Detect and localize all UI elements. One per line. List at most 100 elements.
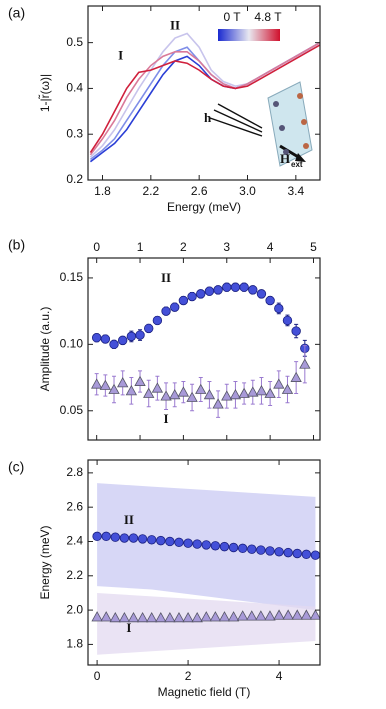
triangle-marker [91,611,103,622]
triangle-marker [273,378,285,389]
y-tick-label: 2.4 [66,534,83,548]
plot-area [89,32,320,163]
circle-marker [222,282,232,292]
triangle-marker [246,610,258,621]
circle-marker [156,535,166,546]
x-tick-label: 2.6 [191,184,208,198]
triangle-marker [164,612,176,623]
y-tick-label: 2.6 [66,499,83,513]
triangle-marker [291,609,303,620]
inset-spin [283,149,289,155]
peak-annotation: I [126,620,131,635]
colorbar [218,29,280,41]
circle-marker [210,541,221,551]
peak-annotation: I [164,411,169,426]
y-axis-label: Amplitude (a.u.) [38,307,52,392]
triangle-marker [109,612,121,623]
plot-area [91,483,320,655]
y-tick-label: 0.4 [66,81,83,95]
triangle-marker [200,611,212,622]
circle-marker [137,534,148,544]
triangle-marker [255,610,267,621]
triangle-marker [99,379,112,390]
circle-marker [228,542,239,553]
y-axis-label: Energy (meV) [38,525,52,599]
circle-marker [201,540,211,550]
circle-marker [219,541,230,552]
circle-marker [248,285,258,295]
triangle-marker [160,390,172,401]
triangle-marker [212,398,224,409]
circle-marker [256,545,266,555]
panel-label: (a) [8,5,25,21]
triangle-marker [155,612,167,623]
peak-annotation: I [118,47,123,62]
triangle-marker [117,377,129,388]
inset-spin [279,125,285,131]
circle-marker [230,282,241,292]
y-tick-label: 2.2 [66,568,83,582]
circle-marker [109,339,119,350]
peak-annotation: II [124,512,134,527]
circle-marker [301,549,312,560]
x-tick-label: 3 [223,240,230,254]
inset-arrowhead [295,153,306,162]
inset-spin [297,93,303,99]
circle-marker [265,546,275,556]
circle-marker [265,295,275,306]
circle-marker [239,282,249,292]
y-tick-label: 1.8 [66,637,83,651]
peak-annotation: II [170,18,180,33]
circle-marker [283,547,293,558]
y-tick-label: 0.05 [60,403,84,417]
x-axis-label: Magnetic field (T) [158,685,251,699]
circle-marker [144,323,154,334]
circle-marker [183,538,193,548]
triangle-marker [127,612,140,623]
circle-marker [237,543,248,554]
x-tick-label: 1 [137,240,144,254]
plot-frame [87,459,321,666]
triangle-marker [309,609,320,620]
triangle-marker [182,612,194,623]
triangle-marker [173,612,185,623]
triangle-marker [118,612,131,623]
triangle-marker [255,385,268,396]
triangle-marker [227,611,240,622]
circle-marker [282,315,293,326]
triangle-marker [236,610,249,621]
circle-marker [117,335,128,346]
x-tick-label: 0 [93,240,100,254]
circle-marker [135,330,145,340]
colorbar-min-label: 0 T [223,10,241,24]
circle-marker [91,333,102,343]
inset-plane [267,81,313,167]
circle-marker [100,334,111,344]
circle-marker [128,533,139,543]
x-tick-label: 2 [180,240,187,254]
triangle-marker [290,371,302,382]
circle-marker [213,285,223,295]
inset-field-lines [209,103,263,137]
circle-marker [170,302,180,312]
circle-marker [204,286,215,296]
triangle-marker [299,358,311,369]
plot-area [90,282,311,418]
inset-spin [273,101,279,107]
linewidth-band [97,592,316,655]
triangle-marker [282,609,294,620]
triangle-marker [238,387,250,398]
triangle-marker [108,383,120,394]
triangle-marker [151,382,164,393]
plot-frame [87,5,321,181]
triangle-marker [146,612,158,623]
triangle-marker [90,378,103,389]
colorbar-max-label: 4.8 T [254,10,282,24]
triangle-marker [209,611,222,622]
circle-marker [291,326,301,336]
triangle-marker [186,391,198,402]
inset-diagram [209,81,313,167]
y-tick-label: 2.8 [66,465,83,479]
circle-marker [256,289,267,299]
